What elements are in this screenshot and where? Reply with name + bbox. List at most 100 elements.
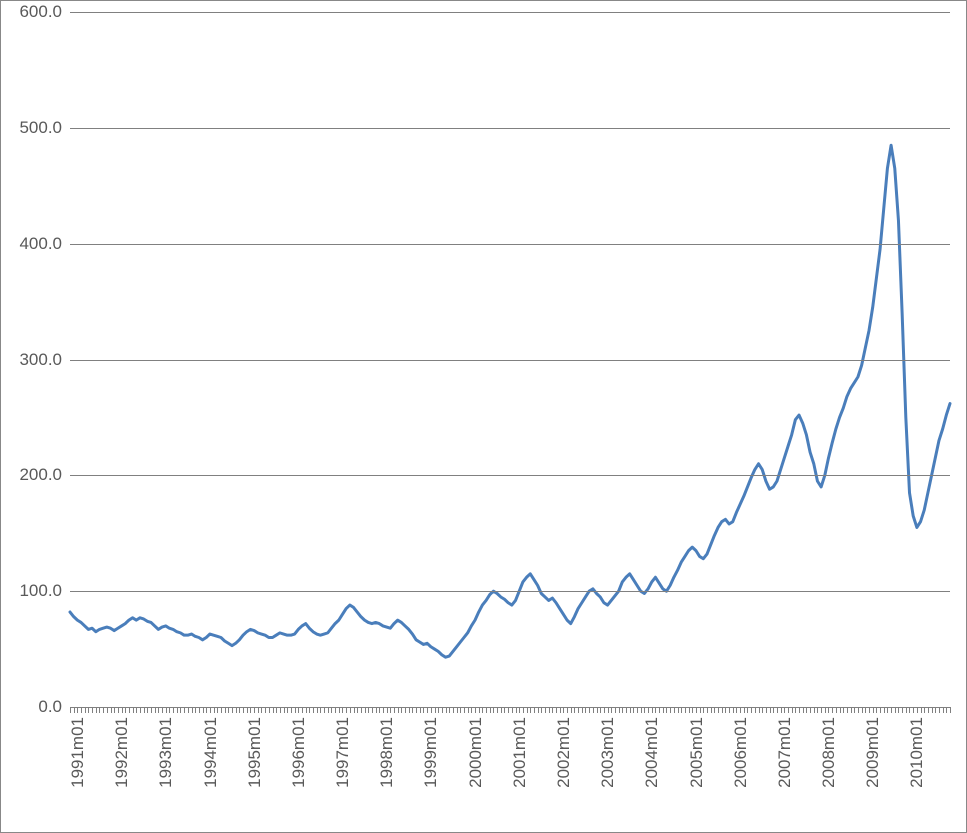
x-tick [280,707,281,713]
x-tick [203,707,204,713]
x-tick [313,707,314,713]
x-tick [700,707,701,713]
x-axis-label: 1999m01 [421,717,441,788]
x-tick [320,707,321,713]
x-tick [836,707,837,713]
x-tick [876,707,877,713]
x-tick [284,707,285,713]
x-tick [309,707,310,713]
x-axis-label: 2001m01 [510,717,530,788]
x-tick [427,707,428,713]
line-chart: 0.0100.0200.0300.0400.0500.0600.01991m01… [0,0,967,833]
x-axis-label: 1992m01 [112,717,132,788]
x-tick [932,707,933,713]
x-tick [516,707,517,713]
y-axis-label: 600.0 [19,2,62,22]
x-tick [751,707,752,713]
x-tick [339,707,340,713]
x-tick [250,707,251,713]
x-tick [655,707,656,713]
x-tick [773,707,774,713]
x-tick [144,707,145,713]
x-tick [442,707,443,713]
y-axis-label: 200.0 [19,465,62,485]
x-tick [707,707,708,713]
x-tick [880,707,881,713]
x-tick [560,707,561,713]
x-tick [291,707,292,713]
x-tick [88,707,89,713]
x-tick [405,707,406,713]
x-tick [125,707,126,713]
x-tick [652,707,653,713]
x-tick [556,707,557,713]
x-tick [781,707,782,713]
x-tick [906,707,907,713]
x-tick [622,707,623,713]
x-tick [239,707,240,713]
x-tick [166,707,167,713]
x-tick [133,707,134,713]
x-tick [589,707,590,713]
x-tick [346,707,347,713]
x-tick [585,707,586,713]
x-tick [523,707,524,713]
x-tick [401,707,402,713]
x-tick [582,707,583,713]
x-tick [917,707,918,713]
x-tick [740,707,741,713]
x-tick [475,707,476,713]
x-tick [928,707,929,713]
x-tick [755,707,756,713]
x-tick [107,707,108,713]
x-tick [486,707,487,713]
x-tick [552,707,553,713]
x-tick [302,707,303,713]
x-tick [365,707,366,713]
x-axis-label: 1991m01 [68,717,88,788]
x-tick [180,707,181,713]
x-tick [939,707,940,713]
x-tick [177,707,178,713]
x-tick [630,707,631,713]
x-tick [376,707,377,713]
x-tick [99,707,100,713]
x-axis-label: 2009m01 [863,717,883,788]
x-tick [493,707,494,713]
x-tick [276,707,277,713]
x-tick [519,707,520,713]
x-tick [147,707,148,713]
x-tick [604,707,605,713]
x-axis-label: 1994m01 [201,717,221,788]
x-tick [924,707,925,713]
x-axis-label: 1996m01 [289,717,309,788]
x-tick [464,707,465,713]
x-tick [479,707,480,713]
x-tick [195,707,196,713]
x-tick [192,707,193,713]
x-tick [718,707,719,713]
x-tick [806,707,807,713]
x-tick [678,707,679,713]
x-tick [574,707,575,713]
x-tick [508,707,509,713]
x-tick [258,707,259,713]
x-tick [858,707,859,713]
x-axis-label: 2005m01 [687,717,707,788]
x-tick [722,707,723,713]
x-axis-label: 2003m01 [598,717,618,788]
x-tick [416,707,417,713]
x-tick [81,707,82,713]
x-tick [92,707,93,713]
x-tick [77,707,78,713]
x-tick [379,707,380,713]
x-tick [828,707,829,713]
x-tick [261,707,262,713]
x-tick [350,707,351,713]
x-axis-label: 2002m01 [554,717,574,788]
series-path [70,145,950,657]
x-tick [578,707,579,713]
x-tick [832,707,833,713]
x-tick [438,707,439,713]
x-tick [471,707,472,713]
